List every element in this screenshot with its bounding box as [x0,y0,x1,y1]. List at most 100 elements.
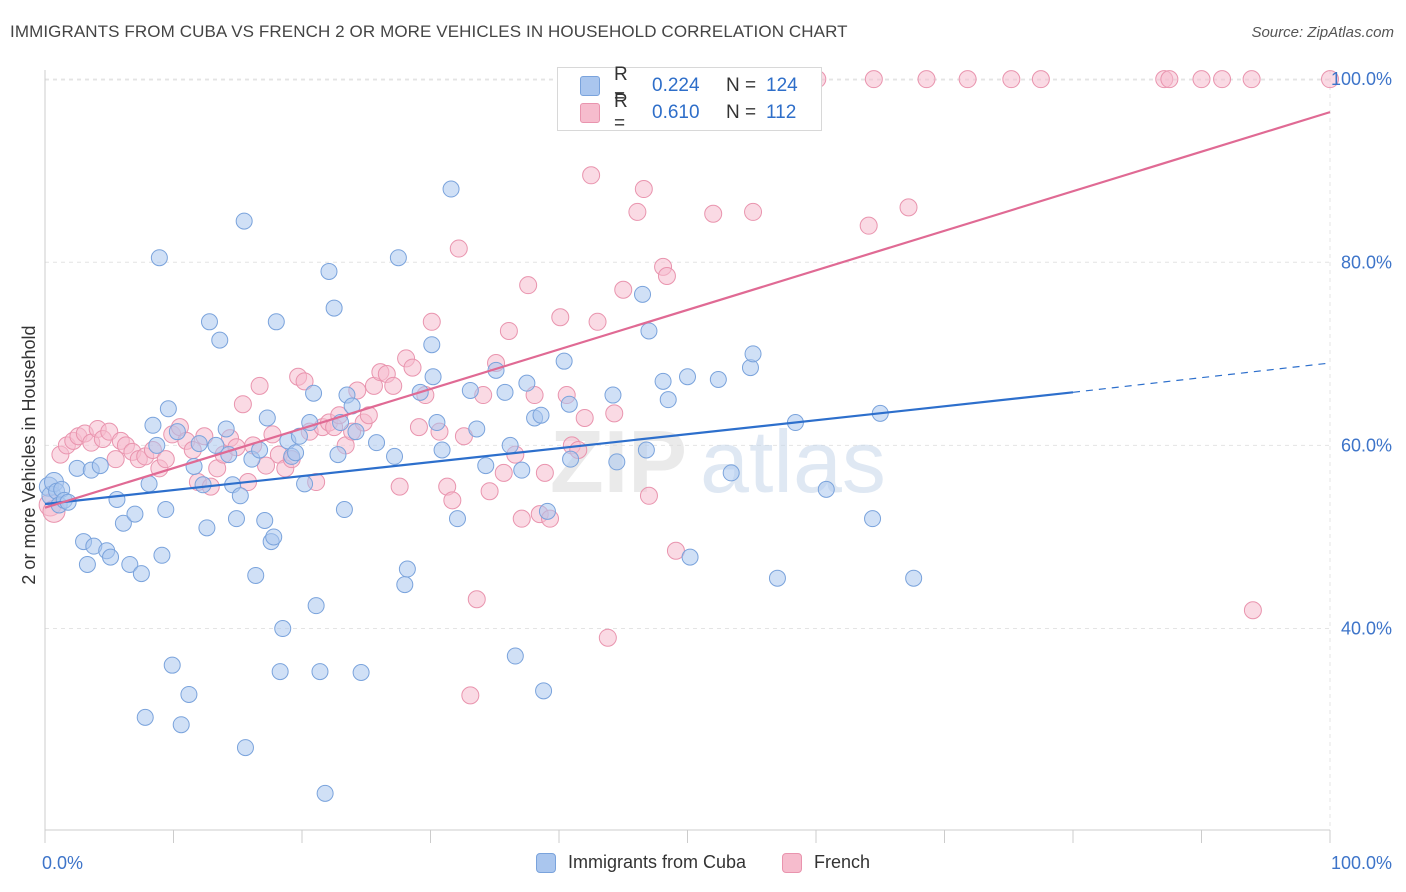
french-point [467,590,486,609]
cuba-point [608,453,626,471]
cuba-point [287,444,305,462]
cuba-point [659,391,677,409]
cuba-point [235,212,253,230]
cuba-point [640,322,658,340]
cuba-point [227,510,245,528]
french-point [519,276,538,295]
y-tick-label: 60.0% [1341,435,1392,455]
y-axis-title: 2 or more Vehicles in Household [19,325,39,584]
french-point [494,463,513,482]
french-point [106,450,125,469]
cuba-point [461,381,479,399]
cuba-point [153,546,171,564]
french-point [744,202,763,221]
cuba-point [114,514,132,532]
french-point [666,541,685,560]
cuba-point [267,313,285,331]
french-point [551,308,570,327]
cuba-point [163,656,181,674]
french-point [605,404,624,423]
cuba-point [144,416,162,434]
cuba-point [207,436,225,454]
cuba-point [172,716,190,734]
cuba-point [864,510,882,528]
r-label: R = [614,64,628,107]
french-point [1192,70,1211,89]
french-point [480,482,499,501]
cuba-point [555,352,573,370]
x-tick-label: 100.0% [1331,853,1392,873]
cuba-point [560,395,578,413]
cuba-point [538,502,556,520]
french-point [1321,70,1339,89]
cuba-point [386,447,404,465]
cuba-point [102,548,120,566]
french-point [422,312,441,331]
cuba-point [637,441,655,459]
cuba-point [535,682,553,700]
cuba-point [91,457,109,475]
french-points [38,70,1339,705]
cuba-point [320,262,338,280]
french-point [512,509,531,528]
y-tick-label: 100.0% [1331,69,1392,89]
cuba-point [271,663,289,681]
cuba-point [78,555,96,573]
french-point [657,267,676,286]
cuba-point [157,501,175,519]
legend-item-cuba[interactable]: Immigrants from Cuba [535,852,746,873]
french-point [917,70,936,89]
cuba-point [448,510,466,528]
cuba-point [211,331,229,349]
y-tick-label: 80.0% [1341,252,1392,272]
legend-label-french: French [814,852,871,872]
cuba-point [468,420,486,438]
french-swatch [782,852,803,873]
cuba-point [108,490,126,508]
cuba-point [352,664,370,682]
cuba-point [258,409,276,427]
french-point [390,477,409,496]
cuba-point [198,519,216,537]
cuba-point [200,313,218,331]
axis-labels: 40.0% 60.0% 80.0% 100.0% 0.0% 100.0% 2 or more… [19,69,1392,873]
french-point [403,358,422,377]
cuba-point [905,569,923,587]
cuba-point [329,446,347,464]
cuba-point [68,459,86,477]
cuba-points [38,180,923,802]
french-point [454,427,473,446]
cuba-point [817,480,835,498]
french-point [384,376,403,395]
cuba-point [126,505,144,523]
cuba-point [681,548,699,566]
french-point [233,395,252,414]
french-trend-line [44,111,1331,509]
cuba-point [506,647,524,665]
cuba-point [477,457,495,475]
cuba-trend-extension [1072,362,1331,393]
french-point [443,491,462,510]
french-point [628,202,647,221]
french-point [449,239,468,258]
n-value: 124 [766,75,798,96]
cuba-point [744,345,762,363]
cuba-point [396,576,414,594]
cuba-point [368,434,386,452]
legend-item-french[interactable]: French [782,852,870,873]
french-point [1160,70,1179,89]
cuba-point [132,565,150,583]
cuba-point [311,663,329,681]
cuba-trend-line [44,391,1074,506]
french-point [704,204,723,223]
cuba-point [768,569,786,587]
cuba-point [150,249,168,267]
n-value: 112 [766,102,797,123]
cuba-point [428,414,446,432]
cuba-point [121,555,139,573]
chart-source: Source: ZipAtlas.com [1251,24,1394,41]
french-point [582,166,601,185]
cuba-point [148,436,166,454]
cuba-point [532,406,550,424]
